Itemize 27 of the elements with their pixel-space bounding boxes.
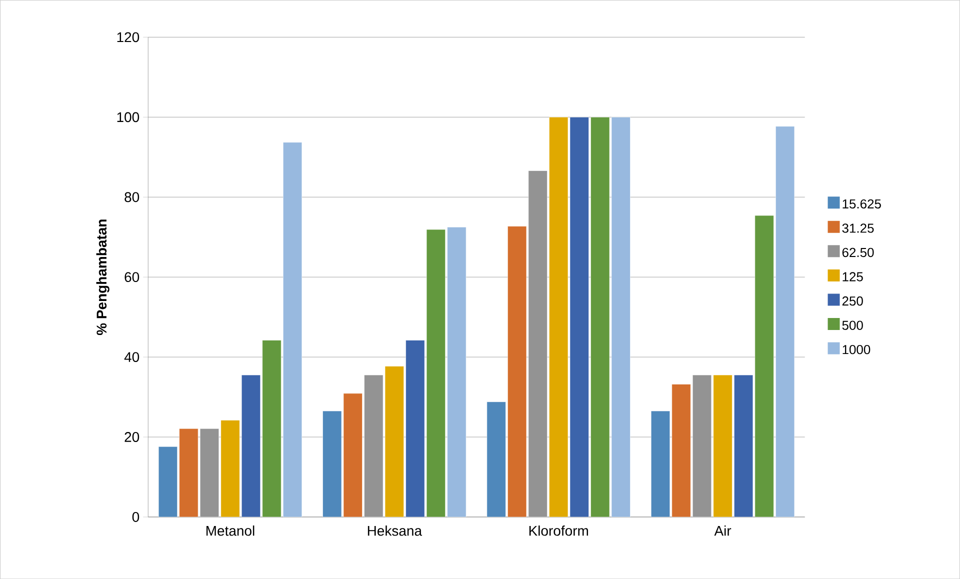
x-tick-label: Heksana (368, 525, 422, 536)
bar (713, 374, 732, 517)
legend-label: 250 (842, 296, 863, 306)
legend-label: 62.50 (842, 248, 874, 257)
legend-label: 1000 (842, 344, 870, 354)
legend-label: 15.625 (842, 199, 881, 208)
x-tick-label: Air (714, 525, 732, 536)
legend-label: 500 (842, 320, 863, 330)
y-tick-label: 40 (124, 352, 140, 362)
y-tick-label: 100 (117, 112, 140, 122)
y-tick-label: 80 (124, 192, 140, 202)
bar (650, 410, 670, 517)
y-axis-title: % Penghambatan (96, 220, 110, 335)
bar (322, 410, 342, 517)
y-tick-label: 120 (117, 32, 140, 42)
bar (158, 446, 178, 517)
x-tick-label: Kloroform (529, 525, 588, 536)
y-tick-label: 20 (124, 432, 140, 442)
y-tick-label: 60 (124, 272, 140, 282)
legend-label: 125 (842, 272, 863, 282)
bar (486, 402, 506, 517)
legend-label: 31.25 (842, 224, 874, 233)
bar (549, 116, 568, 517)
x-tick-label: Metanol (206, 525, 254, 536)
y-tick-label: 0 (132, 512, 140, 522)
bar (384, 366, 404, 517)
bar (220, 420, 240, 517)
